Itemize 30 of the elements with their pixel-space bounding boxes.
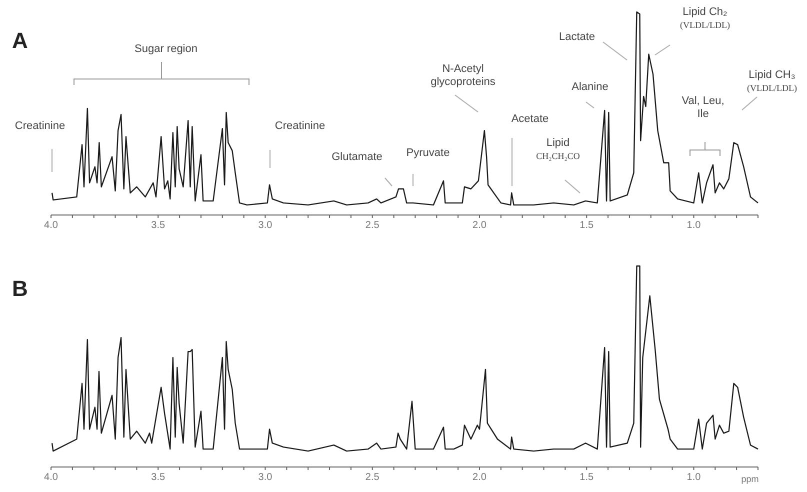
x-tick-label: 4.0	[44, 472, 58, 484]
annotation: Val, Leu, Ile	[682, 95, 724, 120]
x-tick-label: 3.5	[151, 220, 166, 232]
x-tick-label: 3.5	[151, 472, 166, 484]
x-tick-label: 2.0	[472, 220, 487, 232]
annotation: Lactate	[558, 31, 596, 43]
x-tick-label: 2.0	[472, 472, 487, 484]
text: B	[12, 276, 28, 301]
x-tick-label: 1.0	[686, 472, 702, 484]
x-tick-label: 1.0	[686, 220, 702, 232]
x-axis-title: ppm	[741, 474, 759, 484]
annotation: Glutamate	[332, 151, 382, 163]
annotation: Alanine	[572, 81, 608, 93]
annotation: N-Acetyl glycoproteins	[430, 63, 496, 88]
x-tick-label: 1.5	[580, 472, 594, 484]
annotation: Creatinine	[14, 120, 66, 132]
x-tick-label: 3.0	[258, 472, 273, 484]
annotation: Lipid CH₂CH₂CO	[536, 137, 580, 161]
annotation: Pyruvate	[406, 147, 450, 159]
x-tick-label: 2.5	[365, 220, 380, 232]
text: A	[12, 28, 28, 53]
x-tick-label: 4.0	[44, 220, 58, 232]
x-tick-label: 3.0	[258, 220, 273, 232]
annotation: Acetate	[511, 113, 549, 125]
x-tick-label: 1.5	[580, 220, 594, 232]
x-tick-label: 2.5	[365, 472, 380, 484]
annotation: Creatinine	[274, 120, 326, 132]
annotation: Sugar region	[134, 43, 198, 55]
annotation: Lipid Ch₂ (VLDL/LDL)	[680, 6, 730, 30]
annotation: Lipid CH₃ (VLDL/LDL)	[747, 69, 797, 93]
